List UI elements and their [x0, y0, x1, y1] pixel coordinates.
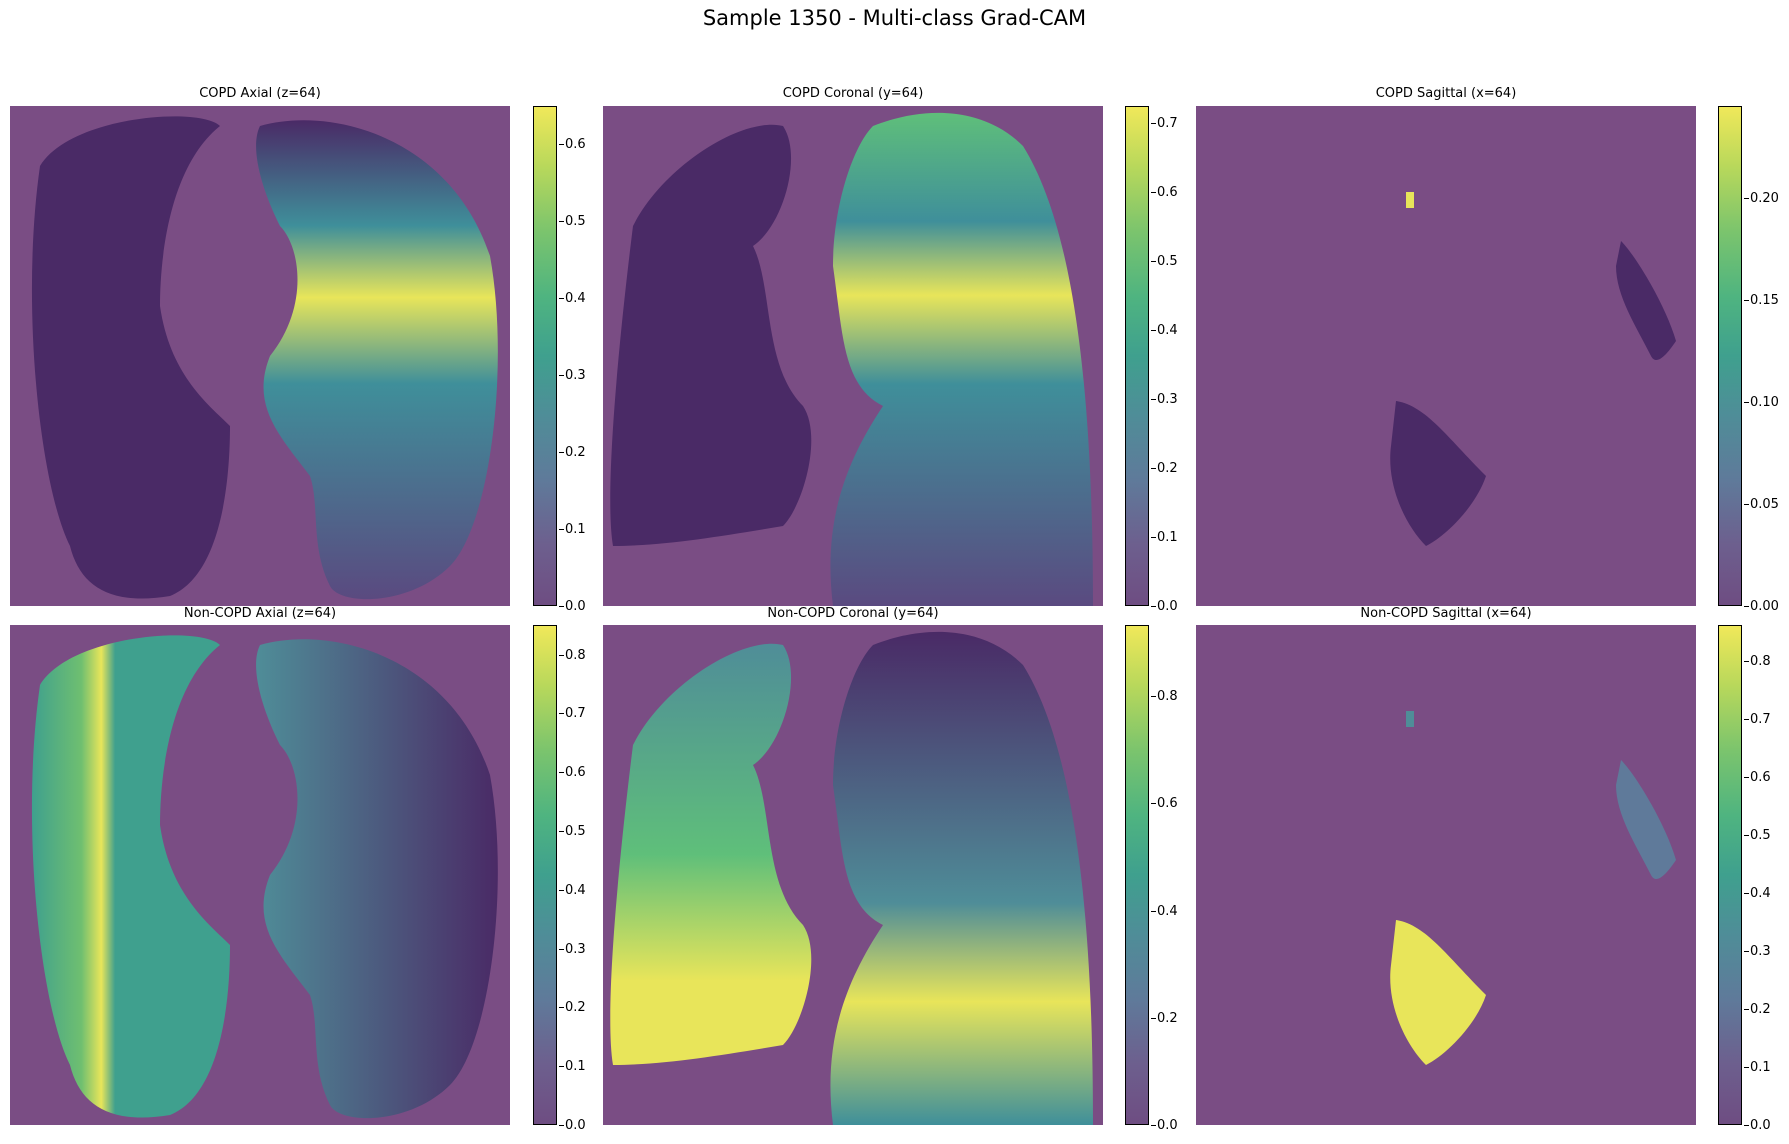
panel-title-copd-sagittal: COPD Sagittal (x=64) — [1375, 86, 1517, 101]
colorbar-noncopd-axial — [533, 625, 557, 1125]
colorbar-copd-coronal — [1125, 106, 1149, 606]
panel-title-noncopd-axial: Non-COPD Axial (z=64) — [183, 606, 337, 621]
colorbar-noncopd-sagittal — [1718, 625, 1742, 1125]
colorbar-noncopd-coronal — [1125, 625, 1149, 1125]
image-copd-coronal — [603, 106, 1103, 606]
image-noncopd-sagittal — [1196, 625, 1696, 1125]
colorbar-copd-axial — [533, 106, 557, 606]
image-noncopd-coronal — [603, 625, 1103, 1125]
panel-title-noncopd-sagittal: Non-COPD Sagittal (x=64) — [1360, 606, 1532, 621]
panel-title-noncopd-coronal: Non-COPD Coronal (y=64) — [767, 606, 939, 621]
panel-title-copd-coronal: COPD Coronal (y=64) — [782, 86, 924, 101]
image-noncopd-axial — [10, 625, 510, 1125]
panel-title-copd-axial: COPD Axial (z=64) — [199, 86, 321, 101]
figure-title: Sample 1350 - Multi-class Grad-CAM — [702, 6, 1087, 30]
colorbar-copd-sagittal — [1718, 106, 1742, 606]
image-copd-sagittal — [1196, 106, 1696, 606]
image-copd-axial — [10, 106, 510, 606]
